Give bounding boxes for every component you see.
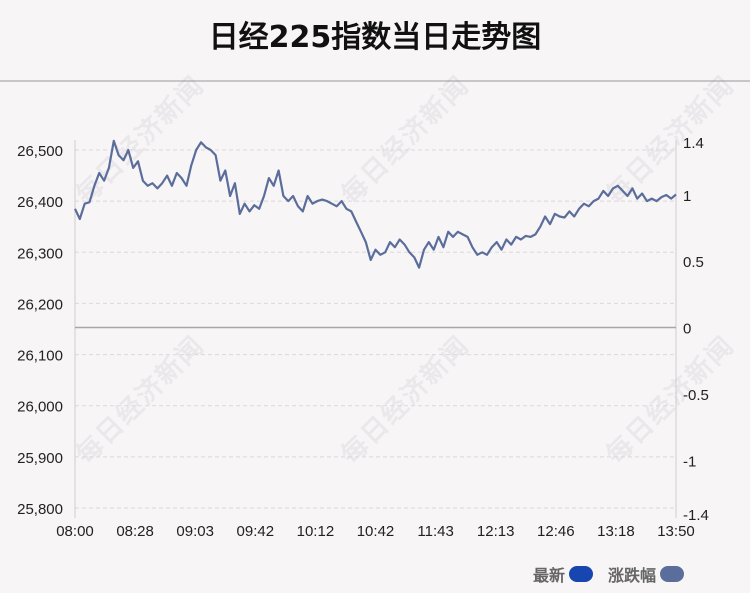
y-right-tick-label: 0: [683, 320, 691, 337]
x-tick-label: 13:50: [657, 523, 695, 540]
x-tick-label: 08:28: [116, 523, 154, 540]
legend-latest: 最新: [533, 562, 594, 586]
y-right-tick-label: 1: [683, 188, 691, 205]
x-tick-label: 11:43: [417, 523, 453, 540]
y-right-tick-label: 0.5: [683, 254, 704, 271]
legend-change: 涨跌幅: [608, 562, 685, 586]
x-tick-label: 13:18: [597, 523, 635, 540]
x-tick-label: 10:12: [297, 523, 335, 540]
y-left-tick-label: 25,900: [17, 450, 63, 467]
legend-latest-label: 最新: [533, 566, 566, 585]
y-left-tick-label: 26,100: [17, 348, 63, 365]
y-left-tick-label: 26,200: [17, 296, 63, 313]
y-right-tick-label: 1.4: [683, 135, 704, 152]
y-left-tick-label: 26,300: [17, 245, 63, 262]
x-tick-label: 09:03: [176, 523, 214, 540]
y-right-tick-label: -0.5: [683, 387, 709, 404]
y-left-tick-label: 25,800: [17, 501, 63, 518]
x-tick-label: 12:46: [537, 523, 575, 540]
title-divider: [0, 80, 750, 82]
legend-change-label: 涨跌幅: [608, 566, 657, 585]
y-right-tick-label: -1.4: [683, 507, 709, 524]
legend-change-swatch: [660, 566, 685, 582]
x-tick-label: 09:42: [237, 523, 275, 540]
x-tick-label: 12:13: [477, 523, 515, 540]
y-right-tick-label: -1: [683, 454, 696, 471]
y-left-tick-label: 26,400: [17, 194, 63, 211]
x-tick-label: 10:42: [357, 523, 395, 540]
chart-title: 日经225指数当日走势图: [208, 20, 542, 55]
index-line: [74, 139, 677, 269]
y-left-tick-label: 26,500: [17, 143, 63, 160]
y-left-tick-label: 26,000: [17, 399, 63, 416]
x-tick-label: 08:00: [56, 523, 94, 540]
legend-latest-swatch: [569, 566, 594, 582]
